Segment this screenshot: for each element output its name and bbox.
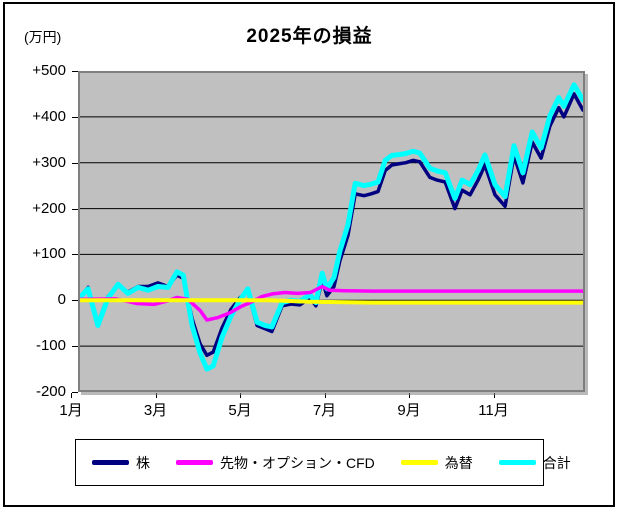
legend-item: 為替 bbox=[400, 453, 473, 473]
y-tick-mark bbox=[72, 254, 78, 256]
y-tick-label: +400 bbox=[32, 107, 66, 125]
legend-item: 株 bbox=[92, 453, 150, 473]
legend-line-swatch-icon bbox=[92, 460, 129, 465]
legend-label: 先物・オプション・CFD bbox=[220, 454, 375, 471]
series-line-合計 bbox=[78, 82, 585, 372]
y-tick-label: +100 bbox=[32, 245, 66, 263]
y-tick-label: 0 bbox=[57, 291, 66, 309]
series-line-為替 bbox=[78, 298, 585, 305]
y-tick-label: -200 bbox=[35, 383, 66, 400]
y-axis-unit-label: (万円) bbox=[24, 29, 62, 45]
y-tick-label: +300 bbox=[32, 153, 66, 171]
legend-item: 合計 bbox=[498, 453, 571, 473]
y-tick-mark bbox=[72, 162, 78, 164]
x-tick-label: 3月 bbox=[143, 402, 168, 419]
plot-background bbox=[78, 71, 585, 392]
x-tick-label: 7月 bbox=[312, 402, 337, 419]
legend-label: 株 bbox=[136, 454, 150, 471]
x-tick-mark bbox=[155, 393, 157, 398]
plot-border bbox=[78, 71, 585, 392]
y-tick-mark bbox=[72, 208, 78, 210]
legend-label: 合計 bbox=[542, 454, 571, 471]
legend: 株 先物・オプション・CFD 為替 合計 bbox=[75, 439, 571, 486]
legend-line-swatch-icon bbox=[400, 460, 438, 465]
x-tick-label: 1月 bbox=[59, 402, 83, 419]
plot-svg bbox=[78, 71, 585, 392]
plot-area bbox=[78, 71, 585, 392]
x-tick-mark bbox=[71, 393, 72, 398]
legend-label: 為替 bbox=[444, 454, 473, 471]
y-tick-label: +500 bbox=[32, 62, 66, 79]
x-tick-mark bbox=[240, 393, 241, 398]
x-tick-label: 9月 bbox=[397, 402, 421, 419]
y-tick-mark bbox=[72, 71, 78, 72]
x-tick-label: 5月 bbox=[228, 402, 252, 419]
y-tick-label: -100 bbox=[35, 337, 66, 355]
legend-line-swatch-icon bbox=[176, 460, 213, 465]
y-tick-label: +200 bbox=[32, 199, 66, 217]
legend-line-swatch-icon bbox=[498, 460, 536, 465]
x-tick-mark bbox=[493, 393, 495, 398]
y-tick-mark bbox=[72, 300, 78, 302]
x-tick-mark bbox=[324, 393, 326, 398]
chart-title: 2025年の損益 bbox=[246, 26, 373, 47]
x-tick-mark bbox=[409, 393, 410, 398]
y-tick-mark bbox=[72, 346, 78, 348]
legend-item: 先物・オプション・CFD bbox=[176, 453, 375, 473]
y-tick-mark bbox=[72, 392, 78, 393]
y-tick-mark bbox=[72, 116, 78, 118]
x-tick-label: 11月 bbox=[478, 402, 509, 419]
